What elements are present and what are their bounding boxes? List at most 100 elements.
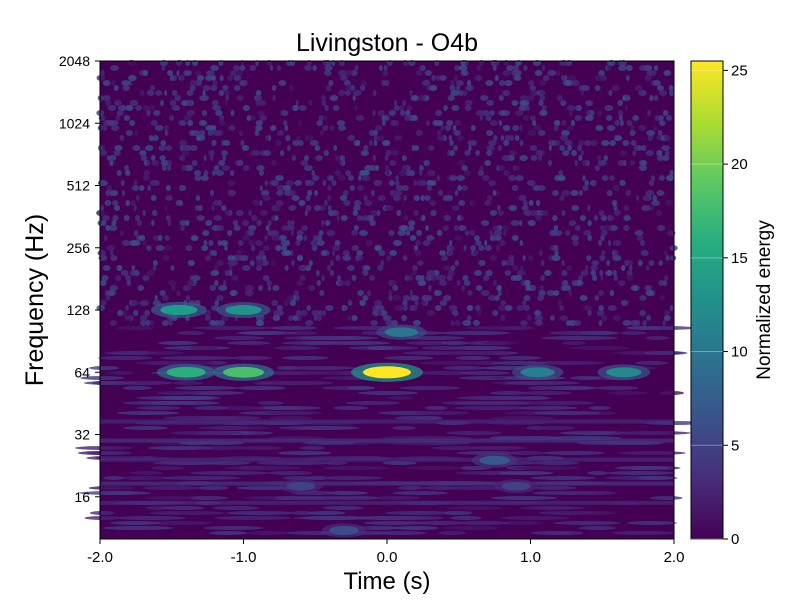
texture-cell <box>143 170 151 176</box>
texture-cell <box>132 145 141 151</box>
texture-cell <box>400 225 409 231</box>
texture-cell <box>344 80 351 86</box>
energy-blob <box>479 455 510 465</box>
texture-cell <box>451 205 460 211</box>
texture-cell <box>469 230 475 236</box>
colorbar-tick-label: 0 <box>731 531 739 548</box>
texture-cell <box>221 150 228 156</box>
texture-cell <box>198 130 205 136</box>
texture-cell <box>161 476 241 480</box>
texture-cell <box>98 356 153 360</box>
texture-cell <box>594 75 604 81</box>
texture-cell <box>255 90 262 96</box>
texture-cell <box>412 115 418 121</box>
texture-cell <box>142 486 201 490</box>
texture-cell <box>262 195 272 201</box>
texture-cell <box>146 160 151 166</box>
y-axis-label: Frequency (Hz) <box>21 214 49 386</box>
texture-cell <box>218 285 228 291</box>
texture-cell <box>663 135 671 141</box>
texture-cell <box>411 145 415 151</box>
texture-cell <box>470 125 476 131</box>
texture-cell <box>330 95 339 101</box>
texture-cell <box>659 120 666 126</box>
texture-cell <box>356 250 364 256</box>
texture-cell <box>192 130 200 136</box>
texture-cell <box>341 305 348 311</box>
texture-cell <box>514 135 520 141</box>
texture-cell <box>446 275 453 281</box>
colorbar-tick-label: 15 <box>731 250 748 267</box>
texture-cell <box>182 145 188 151</box>
texture-cell <box>613 210 621 216</box>
texture-cell <box>264 180 268 186</box>
texture-cell <box>413 180 417 186</box>
texture-cell <box>437 130 442 136</box>
texture-cell <box>428 185 433 191</box>
texture-cell <box>405 466 462 470</box>
texture-cell <box>661 145 670 151</box>
texture-cell <box>513 75 522 81</box>
texture-cell <box>316 270 320 276</box>
texture-cell <box>424 406 448 410</box>
texture-cell <box>257 320 265 326</box>
texture-cell <box>430 210 437 216</box>
texture-cell <box>372 531 427 535</box>
texture-cell <box>112 200 119 206</box>
texture-cell <box>106 155 111 161</box>
texture-cell <box>419 170 423 176</box>
texture-cell <box>200 95 209 101</box>
texture-cell <box>559 431 630 435</box>
texture-cell <box>454 65 460 71</box>
texture-cell <box>620 331 647 335</box>
texture-cell <box>155 90 163 96</box>
texture-cell <box>388 110 396 116</box>
texture-cell <box>104 200 112 206</box>
texture-cell <box>454 120 462 126</box>
texture-cell <box>393 100 397 106</box>
texture-cell <box>105 100 112 106</box>
texture-cell <box>105 225 111 231</box>
texture-cell <box>515 70 522 76</box>
texture-cell <box>197 135 206 141</box>
texture-cell <box>149 85 156 91</box>
texture-cell <box>163 160 169 166</box>
texture-cell <box>221 165 230 171</box>
texture-cell <box>247 531 288 535</box>
texture-cell <box>349 185 356 191</box>
texture-cell <box>461 90 468 96</box>
texture-cell <box>139 185 145 191</box>
texture-cell <box>392 426 416 430</box>
texture-cell <box>186 100 192 106</box>
texture-cell <box>163 245 173 251</box>
texture-cell <box>614 120 620 126</box>
texture-cell <box>534 310 541 316</box>
texture-cell <box>566 105 576 111</box>
texture-cell <box>171 431 243 435</box>
texture-cell <box>425 225 429 231</box>
texture-cell <box>491 496 558 500</box>
texture-cell <box>488 140 497 146</box>
texture-cell <box>457 185 462 191</box>
texture-cell <box>520 265 524 271</box>
texture-cell <box>538 426 576 430</box>
texture-cell <box>218 160 226 166</box>
texture-cell <box>664 200 674 206</box>
texture-cell <box>174 95 182 101</box>
texture-cell <box>523 200 528 206</box>
texture-cell <box>638 125 647 131</box>
texture-cell <box>430 275 438 281</box>
texture-cell <box>297 255 303 261</box>
texture-cell <box>343 200 351 206</box>
texture-cell <box>271 160 277 166</box>
texture-cell <box>118 381 173 385</box>
texture-cell <box>313 205 322 211</box>
texture-cell <box>547 70 557 76</box>
texture-cell <box>146 110 151 116</box>
texture-cell <box>212 80 218 86</box>
texture-cell <box>645 150 654 156</box>
texture-cell <box>448 135 452 141</box>
texture-cell <box>133 310 139 316</box>
texture-cell <box>509 135 514 141</box>
